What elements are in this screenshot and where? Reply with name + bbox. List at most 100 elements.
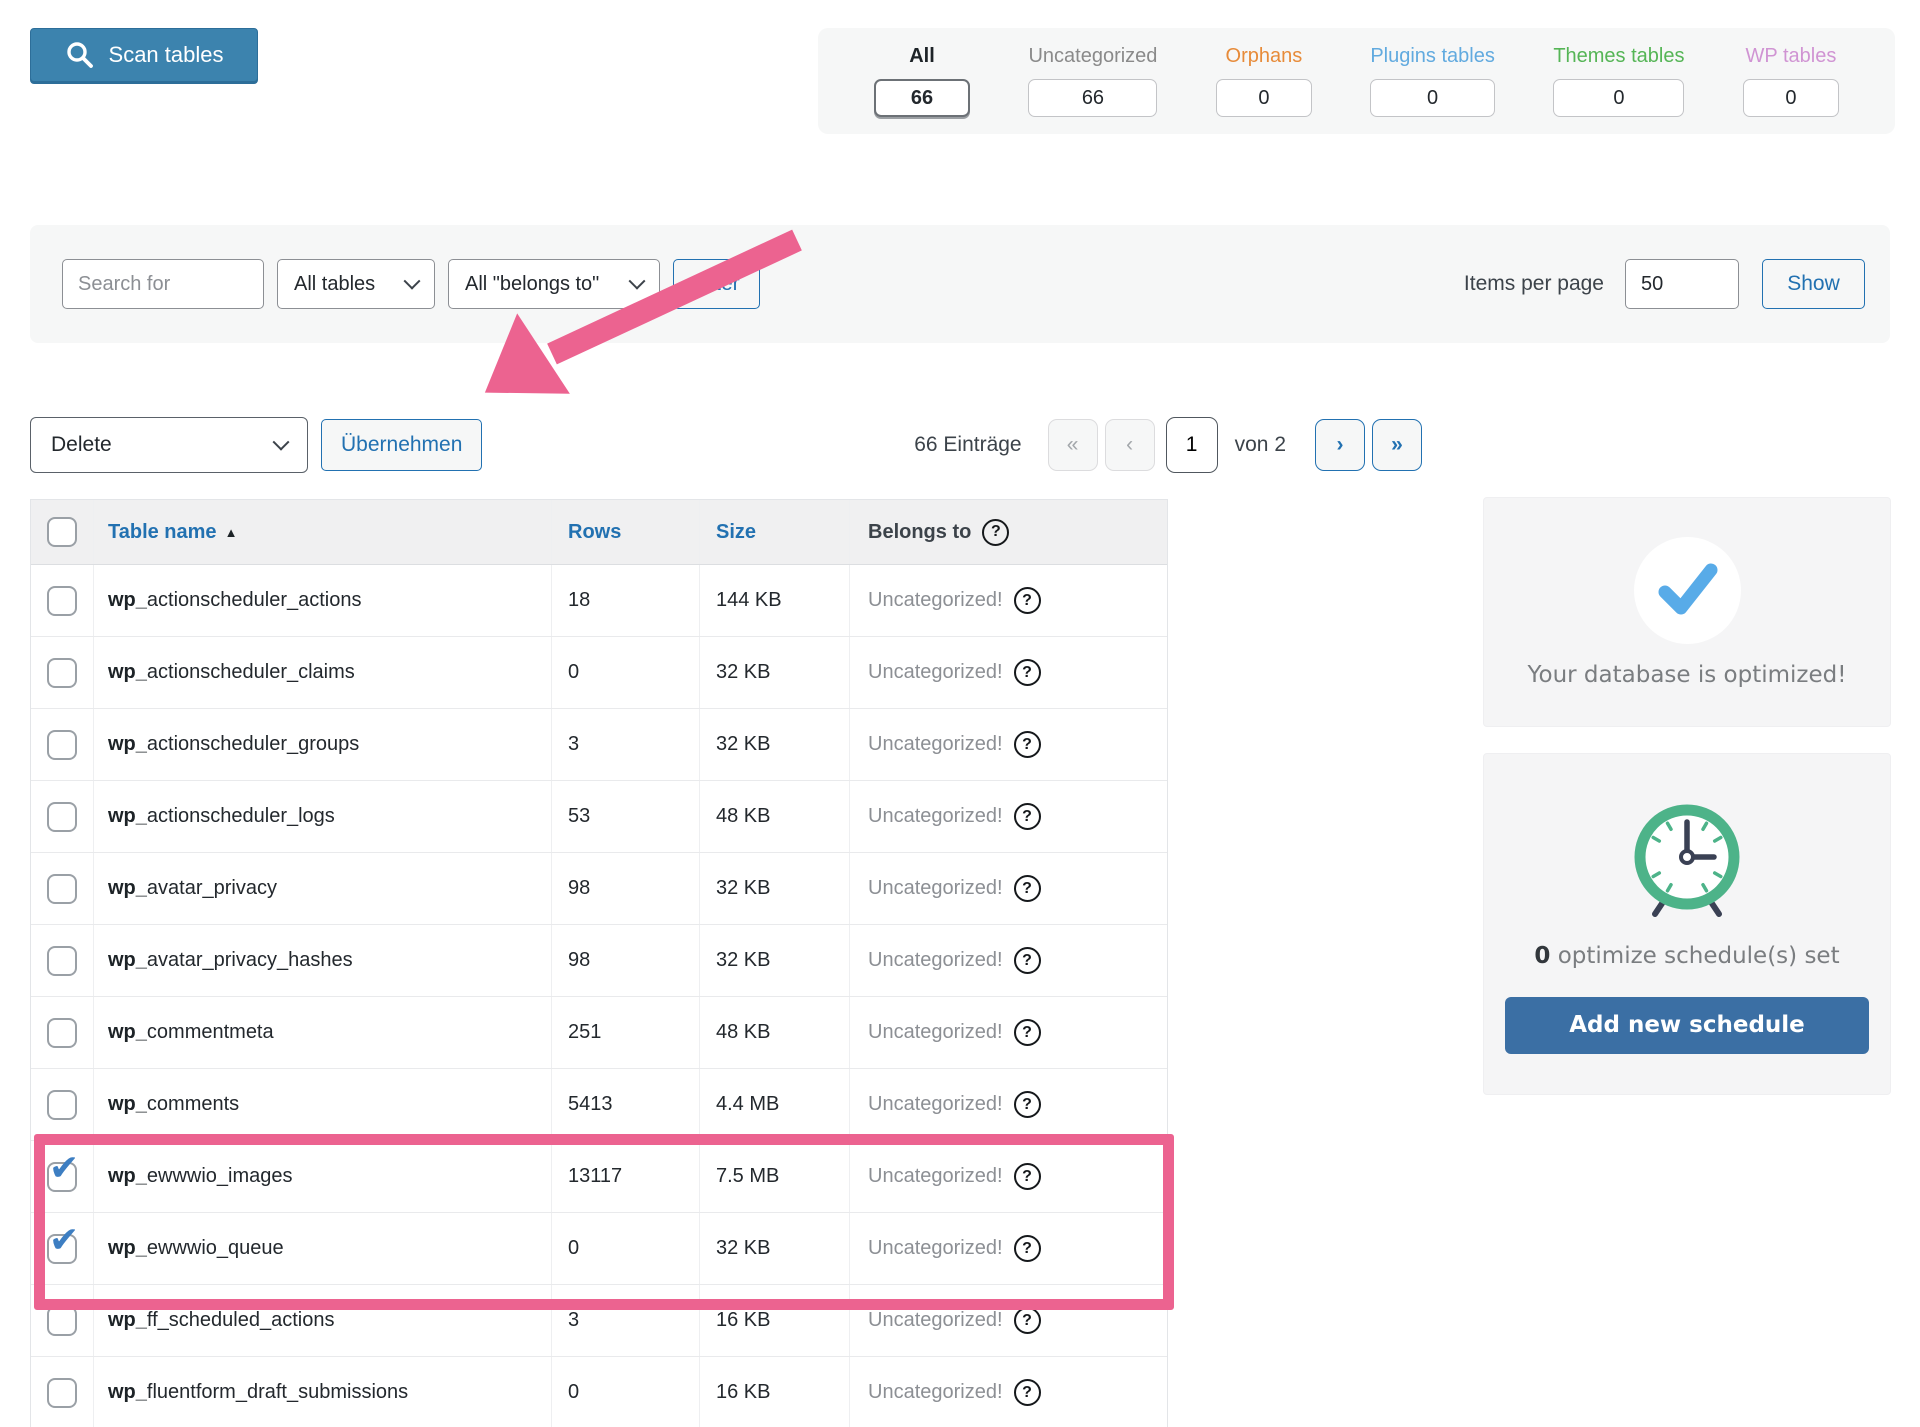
sort-by-name-header[interactable]: Table name xyxy=(108,520,217,543)
check-icon: ✔ xyxy=(49,1218,80,1260)
row-checkbox[interactable]: ✔ xyxy=(47,1305,77,1336)
category-tab[interactable]: Themes tables 0 xyxy=(1553,45,1685,117)
table-body: ✔ wp_actionscheduler_actions 18 144 KB U… xyxy=(31,565,1167,1427)
help-icon[interactable]: ? xyxy=(1013,803,1041,830)
help-icon[interactable]: ? xyxy=(1013,659,1041,686)
check-icon xyxy=(1658,563,1718,615)
sort-by-size-header[interactable]: Size xyxy=(716,520,757,543)
table-row: ✔ wp_ewwwio_images 13117 7.5 MB Uncatego… xyxy=(31,1141,1167,1213)
tables-table: Table name ▲ Rows Size Belongs to ? ✔ wp… xyxy=(30,499,1168,1427)
last-page-button[interactable]: » xyxy=(1372,419,1422,471)
table-row: ✔ wp_actionscheduler_logs 53 48 KB Uncat… xyxy=(31,781,1167,853)
search-input[interactable] xyxy=(62,259,264,309)
size-value: 144 KB xyxy=(716,589,782,611)
help-icon[interactable]: ? xyxy=(982,518,1010,546)
table-name-suffix: actionscheduler_actions xyxy=(146,589,362,611)
category-tab[interactable]: All 66 xyxy=(874,45,970,117)
belongs-filter-select[interactable]: All "belongs to" xyxy=(448,259,660,309)
add-new-schedule-button[interactable]: Add new schedule xyxy=(1505,996,1869,1054)
category-tab-label[interactable]: All xyxy=(909,45,935,67)
help-icon[interactable]: ? xyxy=(1013,731,1041,758)
help-icon[interactable]: ? xyxy=(1013,1235,1041,1262)
table-name-suffix: actionscheduler_claims xyxy=(146,661,355,683)
help-icon[interactable]: ? xyxy=(1013,587,1041,614)
row-checkbox[interactable]: ✔ xyxy=(47,1017,77,1048)
belongs-to-value: Uncategorized! xyxy=(868,1021,1003,1043)
row-checkbox[interactable]: ✔ xyxy=(47,585,77,616)
help-icon[interactable]: ? xyxy=(1013,1163,1041,1190)
row-checkbox[interactable]: ✔ xyxy=(47,945,77,976)
next-page-button[interactable]: › xyxy=(1315,419,1365,471)
table-name-prefix: wp_ xyxy=(108,1021,147,1043)
help-icon[interactable]: ? xyxy=(1013,1307,1041,1334)
scan-tables-button[interactable]: Scan tables xyxy=(30,28,258,82)
row-checkbox[interactable]: ✔ xyxy=(47,873,77,904)
table-name-prefix: wp_ xyxy=(108,1237,147,1259)
table-name-prefix: wp_ xyxy=(108,949,147,971)
category-tab-count[interactable]: 0 xyxy=(1370,79,1495,117)
table-name-prefix: wp_ xyxy=(108,805,147,827)
belongs-filter-value: All "belongs to" xyxy=(465,272,600,295)
category-tab-count[interactable]: 66 xyxy=(1028,79,1158,117)
category-tab-count[interactable]: 66 xyxy=(874,79,970,117)
show-button[interactable]: Show xyxy=(1762,259,1865,309)
category-tab-label[interactable]: Orphans xyxy=(1225,45,1303,67)
table-row: ✔ wp_comments 5413 4.4 MB Uncategorized!… xyxy=(31,1069,1167,1141)
tables-filter-value: All tables xyxy=(294,272,376,295)
status-sidebar: Your database is optimized! xyxy=(1483,497,1891,1095)
table-name-prefix: wp_ xyxy=(108,733,147,755)
help-icon[interactable]: ? xyxy=(1013,875,1041,902)
tables-filter-select[interactable]: All tables xyxy=(277,259,435,309)
first-page-button[interactable]: « xyxy=(1047,419,1098,471)
size-value: 7.5 MB xyxy=(716,1165,780,1187)
help-icon[interactable]: ? xyxy=(1013,1019,1041,1046)
category-tab-label[interactable]: Plugins tables xyxy=(1370,45,1495,67)
row-count-value: 0 xyxy=(568,1381,580,1403)
items-per-page-label: Items per page xyxy=(1463,272,1604,295)
sort-by-rows-header[interactable]: Rows xyxy=(568,520,622,543)
row-checkbox[interactable]: ✔ xyxy=(47,729,77,760)
row-count-value: 0 xyxy=(568,1237,580,1259)
chevron-down-icon xyxy=(403,272,421,290)
category-tab[interactable]: Uncategorized 66 xyxy=(1028,45,1158,117)
optimized-status-text: Your database is optimized! xyxy=(1527,661,1847,688)
row-checkbox[interactable]: ✔ xyxy=(47,657,77,688)
size-value: 32 KB xyxy=(716,733,771,755)
bulk-action-select[interactable]: Delete xyxy=(30,417,308,473)
category-tab-label[interactable]: WP tables xyxy=(1745,45,1837,67)
table-header-row: Table name ▲ Rows Size Belongs to ? xyxy=(31,499,1167,565)
category-tab[interactable]: WP tables 0 xyxy=(1742,45,1839,117)
category-tab-count[interactable]: 0 xyxy=(1553,79,1685,117)
category-tab-label[interactable]: Uncategorized xyxy=(1028,45,1158,67)
row-count-value: 3 xyxy=(568,733,580,755)
help-icon[interactable]: ? xyxy=(1013,1091,1041,1118)
check-circle xyxy=(1633,536,1741,644)
category-tab-count[interactable]: 0 xyxy=(1215,79,1312,117)
filter-bar: All tables All "belongs to" Filter Items… xyxy=(30,225,1890,343)
current-page-input[interactable] xyxy=(1165,417,1218,473)
table-row: ✔ wp_avatar_privacy_hashes 98 32 KB Unca… xyxy=(31,925,1167,997)
schedule-status-text: 0 optimize schedule(s) set xyxy=(1534,942,1840,969)
items-per-page-input[interactable] xyxy=(1625,259,1739,309)
category-tab[interactable]: Plugins tables 0 xyxy=(1370,45,1495,117)
category-tab[interactable]: Orphans 0 xyxy=(1215,45,1312,117)
help-icon[interactable]: ? xyxy=(1013,947,1041,974)
apply-button[interactable]: Übernehmen xyxy=(321,419,483,471)
table-name-suffix: ff_scheduled_actions xyxy=(146,1309,335,1331)
table-row: ✔ wp_actionscheduler_claims 0 32 KB Unca… xyxy=(31,637,1167,709)
help-icon[interactable]: ? xyxy=(1013,1379,1041,1406)
row-checkbox[interactable]: ✔ xyxy=(47,1089,77,1120)
row-checkbox[interactable]: ✔ xyxy=(47,1221,79,1264)
sort-ascending-icon: ▲ xyxy=(224,524,238,540)
category-tab-count[interactable]: 0 xyxy=(1742,79,1839,117)
filter-button[interactable]: Filter xyxy=(673,259,760,309)
entries-count: 66 Einträge xyxy=(914,433,1022,456)
row-checkbox[interactable]: ✔ xyxy=(47,1149,79,1192)
select-all-checkbox[interactable] xyxy=(47,517,77,547)
table-row: ✔ wp_commentmeta 251 48 KB Uncategorized… xyxy=(31,997,1167,1069)
row-checkbox[interactable]: ✔ xyxy=(47,801,77,832)
row-count-value: 98 xyxy=(568,949,591,971)
previous-page-button[interactable]: ‹ xyxy=(1104,419,1155,471)
category-tab-label[interactable]: Themes tables xyxy=(1553,45,1685,67)
row-checkbox[interactable]: ✔ xyxy=(47,1377,77,1408)
